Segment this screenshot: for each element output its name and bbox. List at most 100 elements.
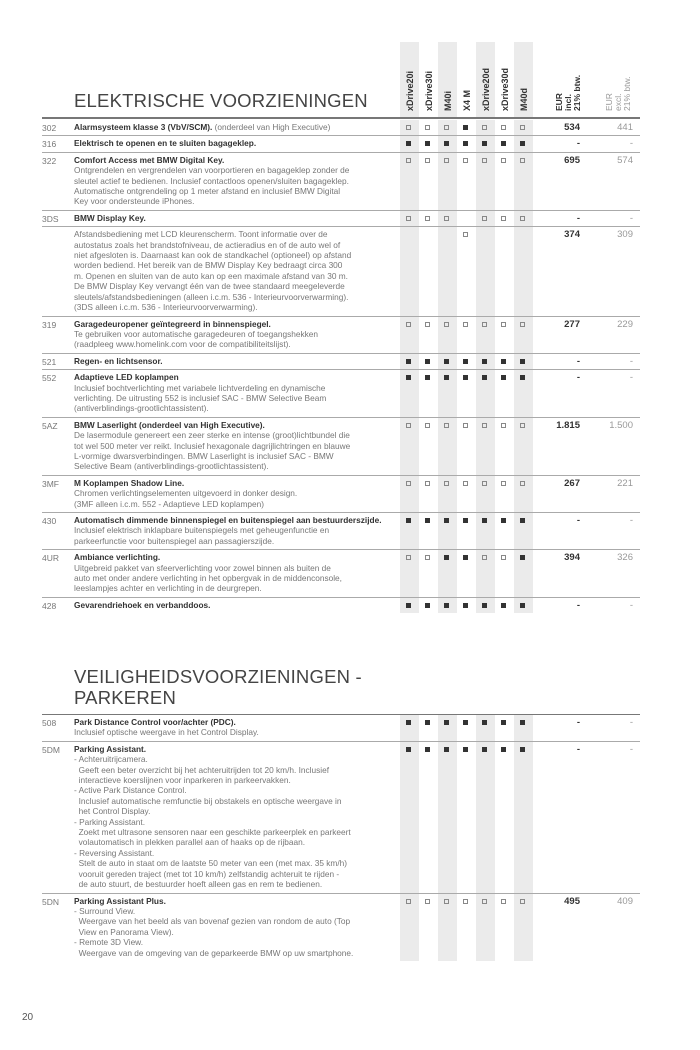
- optional-open-square-icon: [501, 898, 506, 904]
- availability-cell: [514, 370, 533, 417]
- availability-marks: [400, 152, 533, 210]
- option-code: [42, 227, 74, 315]
- option-title: M Koplampen Shadow Line.: [74, 478, 400, 488]
- standard-filled-square-icon: [444, 746, 449, 752]
- availability-cell: [400, 136, 419, 152]
- availability-cell: [476, 513, 495, 550]
- option-description: Adaptieve LED koplampen Inclusief bochtve…: [74, 370, 400, 417]
- option-code: 552: [42, 373, 57, 384]
- column-header-xdrive20i: xDrive20i: [400, 42, 419, 117]
- availability-cell: [476, 550, 495, 597]
- optional-open-square-icon: [425, 215, 430, 221]
- price-excl: -: [629, 515, 633, 526]
- optional-open-square-icon: [463, 898, 468, 904]
- option-description: BMW Display Key.: [74, 211, 400, 226]
- price-excl: -: [629, 717, 633, 728]
- description-line: De lasermodule genereert een zeer sterke…: [74, 430, 350, 441]
- availability-cell: [438, 715, 457, 741]
- description-line: leeslampjes achter en verlichting in de …: [74, 583, 262, 594]
- standard-filled-square-icon: [501, 720, 506, 725]
- column-header-xdrive20d: xDrive20d: [476, 42, 495, 117]
- optional-open-square-icon: [444, 321, 449, 327]
- availability-cell: [400, 210, 419, 227]
- availability-cell: [419, 153, 438, 210]
- availability-cell: [438, 210, 457, 227]
- description-line: de auto stuurt, de bestuurder hoeft alle…: [74, 879, 323, 890]
- column-header-m40d: M40d: [514, 42, 533, 117]
- description-line: parkeerfunctie voor buitenspiegel aan pa…: [74, 535, 275, 546]
- optional-open-square-icon: [482, 157, 487, 163]
- option-code: 5DN: [42, 896, 60, 907]
- optional-open-square-icon: [520, 157, 525, 163]
- availability-cell: [514, 741, 533, 893]
- description-line: Stelt de auto in staat om de laatste 50 …: [74, 858, 348, 869]
- option-title-text: Automatisch dimmende binnenspiegel en bu…: [74, 515, 382, 525]
- availability-cell: [514, 475, 533, 512]
- column-label: xDrive20i: [404, 70, 415, 111]
- description-line: - Active Park Distance Control.: [74, 785, 187, 796]
- availability-cell: [457, 715, 476, 741]
- standard-filled-square-icon: [482, 720, 487, 725]
- optional-open-square-icon: [406, 898, 411, 904]
- description-line: niet afgesloten is. Daarnaast kan ook de…: [74, 250, 352, 261]
- availability-cell: [400, 715, 419, 741]
- optional-open-square-icon: [482, 422, 487, 428]
- availability-marks: [400, 370, 533, 417]
- price-excl-header: EUR excl. 21% btw.: [604, 76, 632, 112]
- standard-filled-square-icon: [520, 141, 525, 147]
- price-excl: 326: [617, 552, 633, 564]
- availability-cell: [438, 475, 457, 512]
- standard-filled-square-icon: [425, 720, 430, 725]
- availability-cell: [457, 354, 476, 369]
- availability-cell: [457, 476, 476, 512]
- availability-marks: [400, 210, 533, 227]
- availability-cell: [438, 597, 457, 614]
- availability-cell: [400, 893, 419, 961]
- availability-cell: [495, 742, 514, 893]
- availability-marks: [400, 353, 533, 370]
- option-description: Ambiance verlichting. Uitgebreid pakket v…: [74, 550, 400, 597]
- option-code: 4UR: [42, 553, 60, 564]
- optional-open-square-icon: [425, 321, 430, 327]
- availability-cell: [419, 120, 438, 135]
- availability-cell: [457, 317, 476, 353]
- standard-filled-square-icon: [463, 602, 468, 608]
- options-table-elektrisch: 302 Alarmsysteem klasse 3 (VbV/SCM). (ond…: [42, 120, 640, 614]
- price-excl: -: [629, 355, 633, 367]
- option-title-text: M Koplampen Shadow Line.: [74, 477, 185, 488]
- price-incl: -: [576, 138, 580, 150]
- optional-open-square-icon: [501, 157, 506, 163]
- option-title-text: Regen- en lichtsensor.: [74, 355, 163, 366]
- section-title-veiligheid-parkeren: VEILIGHEIDSVOORZIENINGEN - PARKEREN: [74, 666, 362, 708]
- availability-cell: [419, 370, 438, 417]
- standard-filled-square-icon: [406, 720, 411, 725]
- availability-cell: [438, 227, 457, 316]
- standard-filled-square-icon: [520, 555, 525, 561]
- price-excl: -: [629, 212, 633, 224]
- optional-open-square-icon: [501, 480, 506, 486]
- option-description: BMW Laserlight (onderdeel van High Execu…: [74, 418, 400, 475]
- availability-cell: [495, 227, 514, 315]
- optional-open-square-icon: [482, 898, 487, 904]
- price-incl: 394: [564, 552, 580, 564]
- description-line: (3DS alleen i.c.m. 536 - Interieurvoorve…: [74, 302, 258, 313]
- description-line: Chromen verlichtingselementen uitgevoerd…: [74, 488, 298, 499]
- description-line: - Achteruitrijcamera.: [74, 754, 148, 765]
- standard-filled-square-icon: [520, 720, 525, 725]
- optional-open-square-icon: [520, 321, 525, 327]
- standard-filled-square-icon: [482, 375, 487, 381]
- optional-open-square-icon: [425, 157, 430, 163]
- option-row: 322 Comfort Access met BMW Digital Key. On…: [42, 152, 640, 211]
- option-row: 302 Alarmsysteem klasse 3 (VbV/SCM). (ond…: [42, 120, 640, 137]
- availability-cell: [457, 742, 476, 893]
- optional-open-square-icon: [406, 321, 411, 327]
- optional-open-square-icon: [501, 555, 506, 561]
- option-row: 428 Gevarendriehoek en verbanddoos. - -: [42, 597, 640, 614]
- option-code: 5AZ: [42, 420, 58, 431]
- availability-cell: [514, 715, 533, 741]
- description-line: Te gebruiken voor automatische garagedeu…: [74, 328, 319, 339]
- description-line: L-vormige dwarsverbindingen. BMW Laserli…: [74, 450, 334, 461]
- standard-filled-square-icon: [444, 555, 449, 561]
- availability-cell: [438, 417, 457, 475]
- availability-cell: [400, 597, 419, 614]
